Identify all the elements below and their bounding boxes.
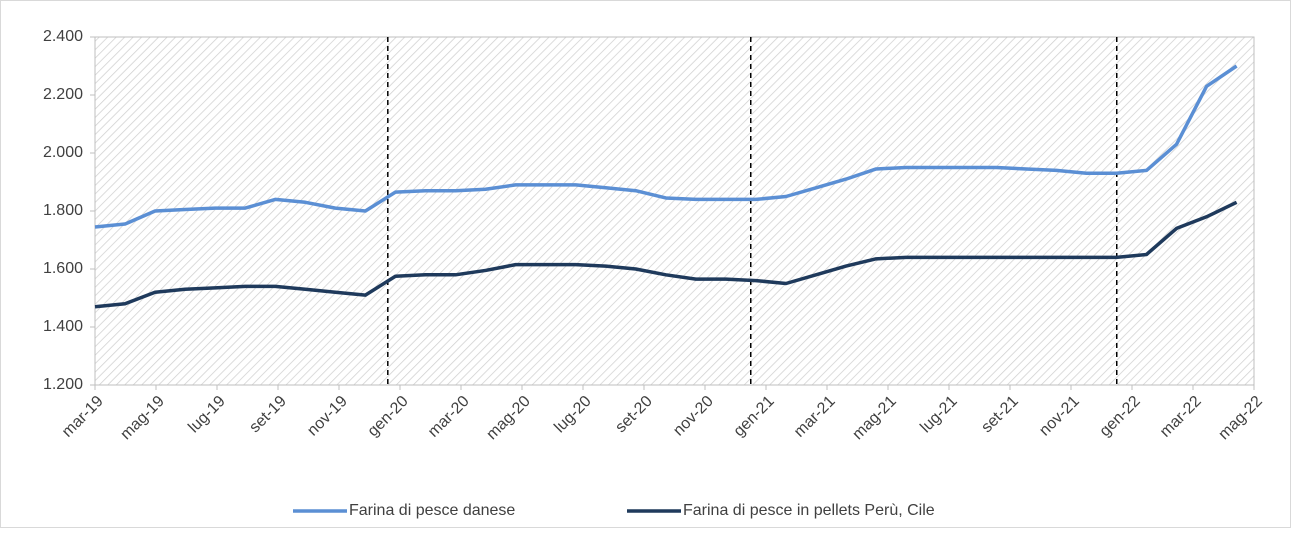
- plot-area: [94, 36, 1255, 386]
- x-tick-label: mag-22: [1215, 393, 1265, 443]
- x-tick-label: mar-22: [1157, 393, 1205, 441]
- x-tick-label: mar-21: [791, 393, 839, 441]
- x-tick-label: gen-21: [731, 393, 778, 440]
- x-tick-label: mag-20: [483, 393, 533, 443]
- y-tick-label: 2.400: [43, 28, 83, 45]
- x-tick-label: mag-19: [117, 393, 167, 443]
- x-tick-label: set-21: [978, 393, 1022, 437]
- y-tick-label: 1.800: [43, 202, 83, 219]
- x-tick-label: mar-19: [59, 393, 107, 441]
- x-tick-label: mag-21: [849, 393, 899, 443]
- x-tick-label: gen-22: [1097, 393, 1144, 440]
- series-line: [94, 200, 1238, 309]
- x-tick-label: nov-19: [304, 393, 351, 440]
- x-tick-label: set-20: [612, 393, 656, 437]
- y-tick-label: 2.200: [43, 86, 83, 103]
- legend-label: Farina di pesce in pellets Perù, Cile: [683, 502, 935, 519]
- y-tick-label: 2.000: [43, 144, 83, 161]
- y-tick-label: 1.200: [43, 376, 83, 393]
- x-tick-label: mar-20: [425, 393, 473, 441]
- x-tick-label: lug-20: [551, 393, 595, 437]
- x-tick-label: set-19: [246, 393, 290, 437]
- x-tick-label: nov-21: [1036, 393, 1083, 440]
- x-tick-label: nov-20: [670, 393, 717, 440]
- y-tick-label: 1.400: [43, 318, 83, 335]
- x-tick-label: lug-21: [917, 393, 961, 437]
- y-tick-label: 1.600: [43, 260, 83, 277]
- series-line: [94, 64, 1238, 229]
- legend-label: Farina di pesce danese: [349, 502, 515, 519]
- x-tick-label: lug-19: [185, 393, 229, 437]
- x-tick-label: gen-20: [365, 393, 412, 440]
